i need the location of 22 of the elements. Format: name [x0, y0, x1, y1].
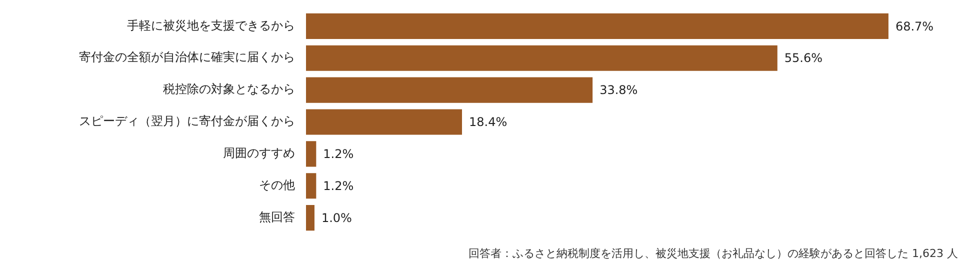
y-tick-label: 無回答 — [259, 210, 295, 224]
y-tick-label: 周囲のすすめ — [223, 146, 295, 160]
y-tick-label: 寄付金の全額が自治体に確実に届くから — [79, 50, 295, 64]
y-tick-label: 税控除の対象となるから — [163, 82, 295, 96]
bar — [306, 109, 462, 135]
data-label: 68.7% — [895, 19, 934, 34]
data-label: 1.0% — [321, 210, 352, 225]
bar — [306, 205, 314, 231]
data-label: 1.2% — [323, 179, 354, 194]
bar — [306, 173, 316, 199]
bar — [306, 77, 593, 103]
bar — [306, 141, 316, 167]
y-tick-label: スピーディ（翌月）に寄付金が届くから — [79, 114, 295, 128]
text: 回答者：ふるさと納税制度を活用し、被災地支援（お礼品なし）の経験があると回答した 1,623 人 — [468, 246, 958, 261]
data-label: 55.6% — [784, 51, 823, 66]
bar — [306, 13, 888, 39]
data-label: 33.8% — [600, 83, 638, 98]
y-tick-label: その他 — [259, 178, 295, 192]
y-tick-label: 手軽に被災地を支援できるから — [127, 18, 295, 32]
data-label: 1.2% — [323, 147, 354, 162]
bar — [306, 45, 778, 71]
data-label: 18.4% — [469, 115, 508, 130]
